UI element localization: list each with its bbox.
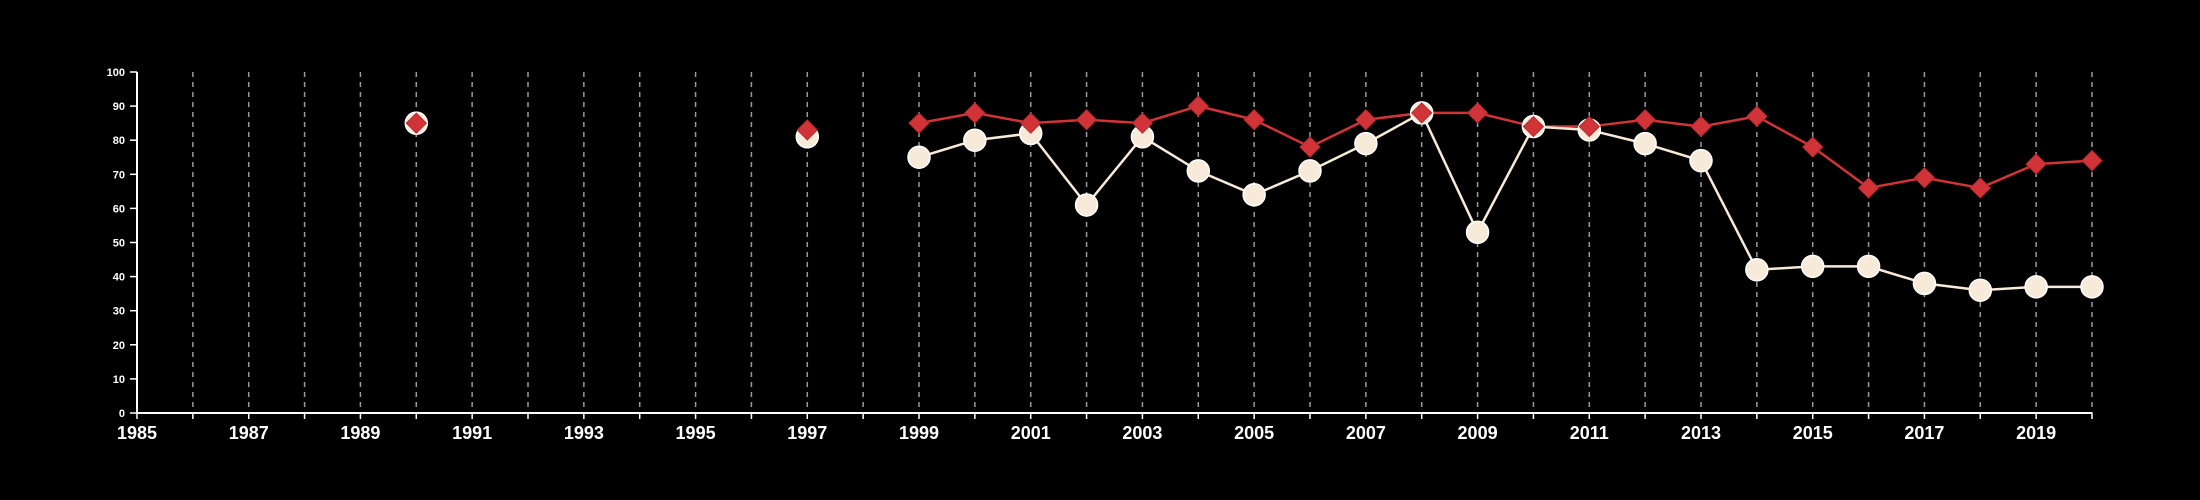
- y-tick-label: 20: [113, 340, 125, 352]
- data-series: [404, 95, 2104, 302]
- x-tick-label: 2017: [1904, 423, 1944, 443]
- y-tick-label: 70: [113, 169, 125, 181]
- x-tick-label: 1995: [676, 423, 716, 443]
- circle-point: [2080, 275, 2104, 299]
- diamond-point: [1522, 115, 1545, 138]
- diamond-point: [1411, 102, 1433, 124]
- x-tick-label: 1987: [229, 423, 269, 443]
- circle-point: [1465, 220, 1490, 245]
- x-tick-label: 2013: [1681, 423, 1721, 443]
- y-tick-label: 50: [113, 238, 125, 250]
- y-tick-label: 60: [113, 203, 125, 215]
- circle-point: [1689, 148, 1713, 173]
- diamond-point: [1466, 102, 1489, 124]
- diamond-point: [1857, 177, 1880, 199]
- x-tick-label: 2005: [1234, 423, 1274, 443]
- axes: 0 10 20 30 40 50 60 70 80 90 100 1985 1987 1989 1991 19…: [107, 67, 2093, 443]
- diamond-point: [1969, 177, 1991, 199]
- y-tick-label: 40: [113, 272, 125, 284]
- circle-point: [1745, 258, 1769, 282]
- x-tick-label: 1985: [117, 423, 157, 443]
- circle-point: [963, 128, 987, 152]
- circle-point: [1298, 159, 1322, 183]
- circle-point: [2024, 275, 2048, 299]
- diamond-point: [964, 102, 986, 124]
- diamond-point: [1075, 109, 1098, 131]
- diamond-point: [908, 112, 930, 134]
- y-tick-label: 0: [119, 408, 125, 420]
- circle-point: [907, 145, 931, 169]
- x-tick-label: 1991: [452, 423, 492, 443]
- diamond-point: [1634, 109, 1656, 131]
- diamond-point: [1020, 112, 1042, 134]
- circle-point: [1354, 131, 1378, 156]
- x-tick-label: 2011: [1570, 423, 1609, 443]
- diamond-point: [405, 112, 427, 134]
- circle-point: [1633, 131, 1657, 156]
- diamond-point: [1299, 136, 1321, 158]
- diamond-point: [796, 119, 818, 141]
- diamond-point: [1690, 115, 1712, 138]
- circle-point: [1968, 278, 1993, 302]
- y-tick-label: 100: [107, 67, 125, 79]
- x-tick-label: 1999: [899, 423, 939, 443]
- x-tick-label: 1989: [340, 423, 380, 443]
- diamond-point: [1913, 167, 1936, 189]
- y-tick-label: 80: [113, 135, 125, 147]
- diamond-point: [1802, 136, 1824, 158]
- diamond-point: [2081, 149, 2103, 172]
- x-tick-label: 2009: [1458, 423, 1498, 443]
- circle-point: [1856, 254, 1881, 279]
- x-tick-label: 1997: [787, 423, 827, 443]
- circle-point: [1186, 159, 1211, 183]
- diamond-point: [1746, 105, 1768, 128]
- circle-point: [1912, 271, 1937, 296]
- series-line: [918, 104, 2093, 190]
- diamond-point: [1131, 112, 1154, 134]
- x-tick-label: 2001: [1011, 423, 1051, 443]
- x-tick-label: 2003: [1122, 423, 1162, 443]
- y-tick-label: 90: [113, 101, 125, 113]
- circle-point: [1074, 193, 1099, 217]
- grid-lines: [192, 72, 2093, 413]
- series-line: [918, 111, 2092, 292]
- diamond-point: [1243, 109, 1265, 131]
- y-tick-label: 30: [113, 306, 125, 318]
- diamond-point: [1578, 115, 1600, 138]
- y-tick-label: 10: [113, 374, 125, 386]
- x-tick-label: 2019: [2016, 423, 2056, 443]
- diamond-point: [1355, 109, 1377, 131]
- diamond-point: [2025, 153, 2047, 175]
- x-tick-label: 2015: [1793, 423, 1833, 443]
- circle-point: [1242, 183, 1266, 207]
- x-tick-label: 2007: [1346, 423, 1386, 443]
- diamond-point: [1187, 95, 1209, 117]
- circle-point: [1800, 254, 1825, 279]
- x-tick-label: 1993: [564, 423, 604, 443]
